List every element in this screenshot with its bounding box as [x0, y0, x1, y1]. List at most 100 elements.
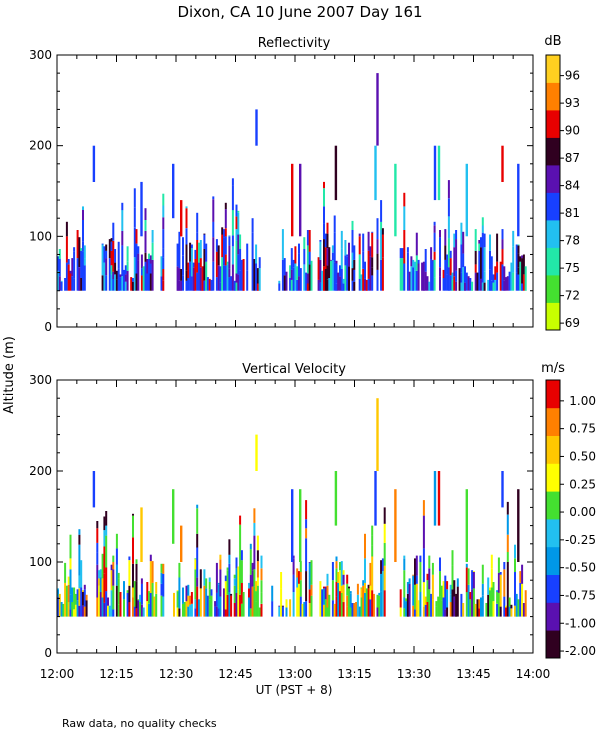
- echo-cell: [178, 249, 181, 268]
- echo-cell: [162, 193, 165, 206]
- echo-cell: [499, 606, 502, 617]
- echo-cell: [149, 561, 152, 593]
- echo-cell: [342, 574, 345, 585]
- echo-cell: [253, 586, 256, 617]
- echo-cell: [228, 563, 231, 592]
- echo-cell: [362, 251, 365, 269]
- echo-cell: [105, 258, 108, 276]
- echo-cell: [303, 602, 306, 617]
- echo-cell: [460, 244, 463, 273]
- echo-cell: [521, 583, 524, 617]
- echo-cell: [367, 278, 370, 291]
- echo-cell: [255, 244, 258, 264]
- echo-cell: [69, 270, 72, 274]
- echo-cell: [364, 558, 366, 583]
- echo-cell: [210, 279, 213, 291]
- echo-cell: [112, 609, 115, 617]
- echo-cell: [433, 225, 436, 233]
- echo-cell: [140, 268, 143, 276]
- echo-cell: [148, 259, 150, 291]
- echo-cell: [405, 601, 408, 617]
- echo-cell: [367, 250, 370, 279]
- echo-cell: [412, 574, 415, 576]
- echo-cell: [339, 265, 341, 277]
- echo-cell: [226, 570, 229, 595]
- echo-cell: [137, 600, 140, 617]
- echo-cell: [430, 249, 433, 259]
- y-tick-label: 100: [29, 229, 52, 243]
- echo-cell: [112, 585, 115, 610]
- echo-cell: [105, 244, 108, 251]
- echo-cell: [496, 603, 499, 617]
- colorbar-frame: [545, 54, 561, 331]
- echo-cell: [199, 240, 202, 259]
- echo-cell: [524, 590, 527, 617]
- echo-cell: [510, 604, 513, 609]
- echo-cell: [383, 523, 386, 543]
- echo-cell: [71, 276, 74, 291]
- echo-cell: [228, 236, 231, 246]
- echo-cell: [103, 546, 106, 574]
- echo-cell: [519, 582, 522, 617]
- echo-cell: [371, 590, 374, 617]
- colorbar-swatch: [546, 247, 560, 276]
- echo-cell: [383, 590, 386, 617]
- echo-cell: [196, 232, 199, 240]
- echo-cell: [176, 591, 179, 608]
- echo-column: [299, 163, 302, 237]
- echo-cell: [240, 603, 243, 617]
- echo-column: [180, 525, 183, 562]
- echo-cell: [446, 264, 449, 275]
- echo-cell: [515, 272, 518, 291]
- echo-cell: [205, 578, 208, 589]
- echo-cell: [196, 508, 199, 534]
- echo-cell: [437, 596, 440, 617]
- echo-cell: [403, 263, 406, 291]
- echo-cell: [335, 283, 338, 291]
- echo-cell: [474, 264, 477, 273]
- echo-cell: [319, 259, 322, 283]
- colorbar-swatch: [546, 110, 560, 138]
- echo-cell: [221, 257, 224, 291]
- echo-cell: [444, 609, 447, 617]
- echo-cell: [503, 562, 506, 570]
- echo-cell: [228, 235, 231, 237]
- echo-cell: [69, 534, 72, 559]
- echo-cell: [73, 609, 76, 617]
- echo-cell: [96, 597, 99, 617]
- echo-cell: [362, 585, 365, 617]
- echo-cell: [280, 588, 283, 617]
- echo-cell: [228, 245, 231, 269]
- echo-cell: [57, 588, 59, 590]
- echo-cell: [110, 241, 113, 251]
- echo-cell: [492, 282, 495, 291]
- echo-cell: [433, 251, 436, 260]
- echo-cell: [223, 265, 225, 291]
- echo-cell: [296, 577, 299, 588]
- echo-cell: [331, 562, 334, 581]
- echo-cell: [228, 268, 231, 278]
- echo-cell: [339, 276, 341, 291]
- echo-cell: [105, 511, 108, 526]
- echo-cell: [64, 278, 67, 291]
- echo-cell: [148, 603, 150, 617]
- heatmap-vertical_velocity: [57, 398, 527, 617]
- echo-cell: [190, 592, 193, 604]
- echo-cell: [422, 606, 425, 617]
- echo-cell: [298, 253, 300, 277]
- echo-cell: [476, 272, 479, 291]
- echo-cell: [508, 606, 511, 617]
- echo-cell: [497, 557, 500, 563]
- echo-cell: [132, 278, 134, 282]
- echo-cell: [471, 589, 474, 617]
- echo-cell: [481, 595, 484, 617]
- echo-cell: [283, 275, 286, 291]
- echo-cell: [510, 608, 513, 617]
- echo-cell: [296, 568, 299, 578]
- echo-cell: [380, 560, 383, 574]
- echo-cell: [369, 256, 372, 264]
- echo-cell: [453, 276, 456, 291]
- echo-cell: [340, 248, 343, 269]
- echo-cell: [135, 608, 138, 617]
- echo-cell: [128, 560, 131, 586]
